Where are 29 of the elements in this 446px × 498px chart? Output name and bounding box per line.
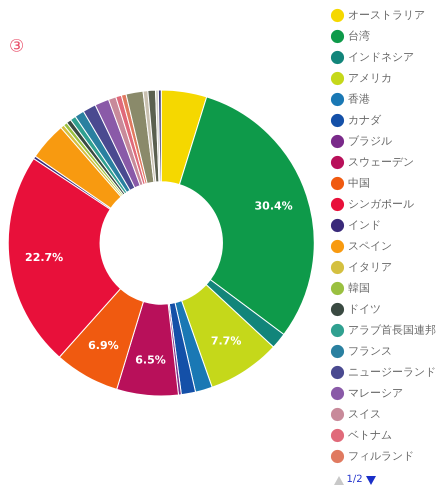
legend-label: スペイン	[348, 239, 392, 252]
legend-label: フィルランド	[348, 449, 414, 462]
legend-label: ベトナム	[348, 428, 392, 442]
legend-label: ドイツ	[348, 302, 381, 316]
legend-label: 台湾	[348, 29, 370, 42]
legend-label: スウェーデン	[348, 155, 414, 168]
legend-label: イタリア	[348, 260, 392, 274]
data-label: 6.5%	[135, 353, 166, 366]
legend-label: 韓国	[348, 281, 370, 294]
legend-label: 中国	[348, 176, 370, 190]
legend-label: スイス	[348, 407, 381, 420]
data-label: 22.7%	[25, 251, 64, 264]
legend-label: アメリカ	[348, 71, 392, 84]
legend-label: カナダ	[348, 113, 382, 126]
text: 1/2	[346, 474, 363, 486]
text: ③	[9, 36, 24, 56]
data-label: 7.7%	[210, 334, 242, 348]
data-label: 6.9%	[88, 338, 119, 352]
legend-label: ブラジル	[348, 134, 392, 148]
legend-label: インド	[348, 218, 381, 232]
legend-label: インドネシア	[348, 50, 414, 64]
legend-label: ニュージーランド	[348, 365, 436, 378]
legend-label: シンガポール	[348, 197, 414, 210]
legend-label: オーストラリア	[348, 8, 425, 22]
legend-label: アラブ首長国連邦	[348, 323, 436, 336]
legend-label: 香港	[348, 92, 370, 106]
legend-label: マレーシア	[348, 386, 403, 400]
legend-label: フランス	[348, 344, 392, 358]
data-label: 30.4%	[254, 199, 293, 212]
